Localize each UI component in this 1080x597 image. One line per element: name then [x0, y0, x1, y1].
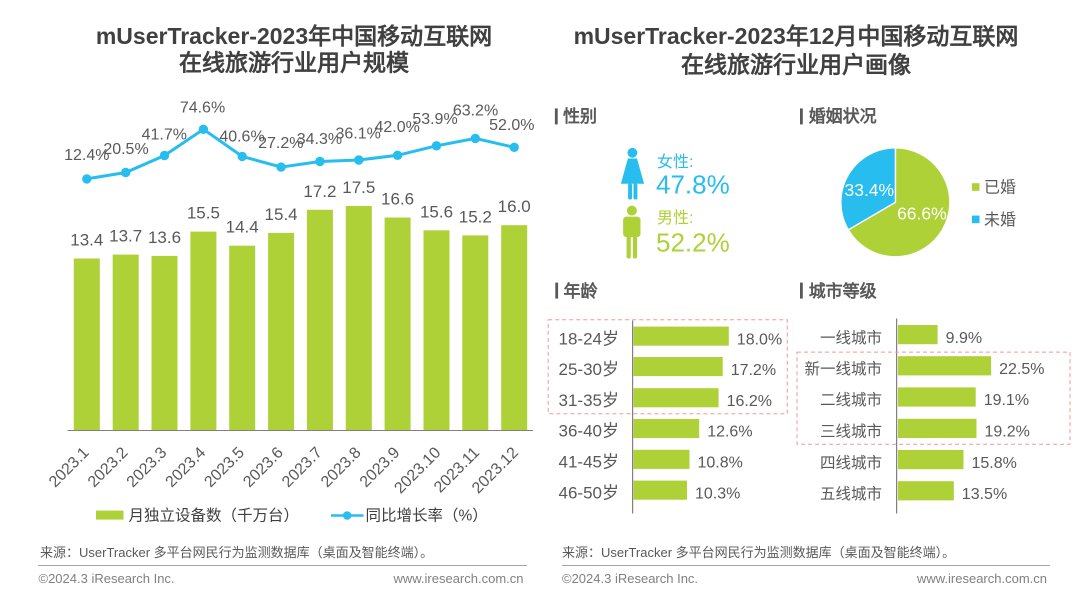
- svg-text:2023.6: 2023.6: [240, 444, 287, 491]
- svg-text:mUserTracker-2023年中国移动互联网: mUserTracker-2023年中国移动互联网: [96, 23, 492, 49]
- svg-text:14.4: 14.4: [226, 218, 259, 237]
- svg-text:16.2%: 16.2%: [727, 393, 772, 410]
- svg-text:三线城市: 三线城市: [820, 423, 882, 441]
- svg-text:40.6%: 40.6%: [219, 129, 264, 146]
- svg-text:9.9%: 9.9%: [946, 330, 982, 347]
- svg-text:36.1%: 36.1%: [336, 126, 381, 143]
- svg-text:2023.7: 2023.7: [279, 444, 326, 491]
- svg-text:12.4%: 12.4%: [64, 147, 109, 164]
- svg-text:41-45岁: 41-45岁: [559, 453, 619, 472]
- svg-text:www.iresearch.com.cn: www.iresearch.com.cn: [916, 571, 1047, 586]
- svg-text:二线城市: 二线城市: [820, 391, 882, 409]
- svg-text:18.0%: 18.0%: [737, 331, 782, 348]
- svg-text:女性:: 女性:: [657, 152, 693, 171]
- svg-text:同比增长率（%）: 同比增长率（%）: [366, 507, 488, 525]
- svg-text:52.0%: 52.0%: [489, 117, 534, 134]
- svg-text:在线旅游行业用户规模: 在线旅游行业用户规模: [179, 50, 410, 76]
- svg-text:12.6%: 12.6%: [707, 424, 752, 441]
- svg-text:46-50岁: 46-50岁: [559, 483, 619, 502]
- svg-text:一线城市: 一线城市: [820, 329, 882, 347]
- svg-text:19.1%: 19.1%: [984, 392, 1029, 409]
- svg-text:已婚: 已婚: [984, 179, 1016, 197]
- svg-text:20.5%: 20.5%: [103, 141, 148, 158]
- svg-text:36-40岁: 36-40岁: [559, 422, 619, 441]
- svg-text:五线城市: 五线城市: [820, 485, 882, 503]
- svg-text:66.6%: 66.6%: [897, 204, 947, 224]
- svg-text:13.4: 13.4: [70, 231, 103, 250]
- svg-text:来源：UserTracker 多平台网民行为监测数据库（桌面: 来源：UserTracker 多平台网民行为监测数据库（桌面及智能终端）。: [562, 545, 955, 560]
- svg-text:13.7: 13.7: [109, 227, 142, 246]
- svg-text:2023.5: 2023.5: [201, 444, 248, 491]
- svg-text:城市等级: 城市等级: [809, 281, 877, 301]
- svg-text:63.2%: 63.2%: [453, 103, 498, 120]
- svg-text:13.5%: 13.5%: [962, 486, 1007, 503]
- svg-text:未婚: 未婚: [984, 211, 1016, 229]
- svg-text:17.2: 17.2: [303, 182, 336, 201]
- svg-text:42.0%: 42.0%: [375, 119, 420, 136]
- svg-text:©2024.3 iResearch Inc.: ©2024.3 iResearch Inc.: [562, 571, 698, 586]
- svg-text:33.4%: 33.4%: [844, 180, 894, 200]
- svg-text:2023.8: 2023.8: [318, 444, 365, 491]
- svg-text:四线城市: 四线城市: [820, 454, 882, 472]
- svg-text:17.2%: 17.2%: [731, 362, 776, 379]
- svg-text:10.3%: 10.3%: [695, 485, 740, 502]
- svg-text:16.0: 16.0: [498, 197, 531, 216]
- svg-text:31-35岁: 31-35岁: [559, 391, 619, 410]
- svg-text:16.6: 16.6: [381, 190, 414, 209]
- svg-text:2023.4: 2023.4: [163, 444, 210, 491]
- svg-text:15.6: 15.6: [420, 202, 453, 221]
- svg-text:17.5: 17.5: [342, 178, 375, 197]
- svg-text:15.5: 15.5: [187, 204, 220, 223]
- svg-text:13.6: 13.6: [148, 228, 181, 247]
- svg-text:25-30岁: 25-30岁: [559, 360, 619, 379]
- svg-text:来源：UserTracker 多平台网民行为监测数据库（桌面: 来源：UserTracker 多平台网民行为监测数据库（桌面及智能终端）。: [40, 545, 433, 560]
- svg-text:19.2%: 19.2%: [985, 424, 1030, 441]
- svg-text:27.2%: 27.2%: [258, 135, 303, 152]
- svg-text:婚姻状况: 婚姻状况: [809, 106, 877, 126]
- svg-text:2023.2: 2023.2: [85, 444, 132, 491]
- svg-text:47.8%: 47.8%: [656, 170, 730, 200]
- svg-text:年龄: 年龄: [564, 281, 599, 301]
- svg-text:在线旅游行业用户画像: 在线旅游行业用户画像: [681, 52, 912, 78]
- svg-text:52.2%: 52.2%: [656, 228, 730, 258]
- svg-text:18-24岁: 18-24岁: [559, 329, 619, 348]
- svg-text:15.2: 15.2: [459, 207, 492, 226]
- svg-text:15.8%: 15.8%: [972, 455, 1017, 472]
- svg-text:53.9%: 53.9%: [412, 111, 457, 128]
- svg-text:新一线城市: 新一线城市: [804, 360, 882, 378]
- svg-text:22.5%: 22.5%: [999, 361, 1044, 378]
- svg-text:月独立设备数（千万台）: 月独立设备数（千万台）: [129, 507, 300, 525]
- svg-text:15.4: 15.4: [265, 205, 298, 224]
- svg-text:34.3%: 34.3%: [297, 131, 342, 148]
- svg-text:男性:: 男性:: [657, 209, 693, 227]
- svg-text:74.6%: 74.6%: [180, 100, 225, 117]
- svg-text:2023.1: 2023.1: [46, 444, 93, 491]
- svg-text:41.7%: 41.7%: [142, 127, 187, 144]
- svg-text:10.8%: 10.8%: [698, 455, 743, 472]
- svg-text:mUserTracker-2023年12月中国移动互联网: mUserTracker-2023年12月中国移动互联网: [574, 23, 1019, 49]
- svg-text:www.iresearch.com.cn: www.iresearch.com.cn: [392, 571, 523, 586]
- svg-text:©2024.3 iResearch Inc.: ©2024.3 iResearch Inc.: [39, 571, 175, 586]
- svg-text:性别: 性别: [563, 106, 597, 126]
- svg-text:2023.3: 2023.3: [124, 444, 171, 491]
